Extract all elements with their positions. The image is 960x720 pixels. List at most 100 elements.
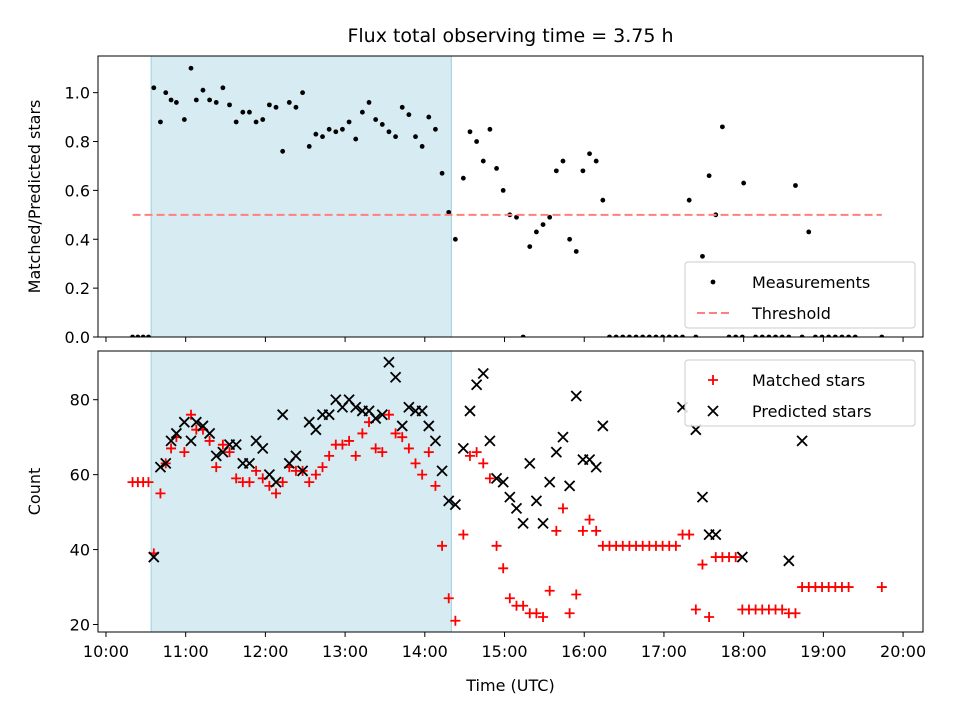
matched-star-marker xyxy=(704,612,715,623)
legend-box xyxy=(684,359,916,427)
matched-star-marker xyxy=(317,462,328,473)
y-tick-label: 0.4 xyxy=(65,230,90,249)
y-axis-label: Matched/Predicted stars xyxy=(25,100,44,294)
x-tick-label: 20:00 xyxy=(880,642,926,661)
matched-star-marker xyxy=(166,443,177,454)
x-tick-label: 19:00 xyxy=(800,642,846,661)
predicted-star-marker xyxy=(370,412,382,425)
y-axis-label: Count xyxy=(25,468,44,516)
matched-star-marker xyxy=(450,615,461,626)
predicted-star-marker xyxy=(243,457,256,470)
matched-star-marker xyxy=(370,443,381,454)
measurement-point xyxy=(779,334,785,337)
matched-star-marker xyxy=(410,458,421,469)
predicted-star-marker xyxy=(477,367,489,380)
predicted-star-marker xyxy=(165,435,177,447)
y-tick-label: 0.8 xyxy=(65,133,90,152)
legend-box xyxy=(684,261,916,329)
matched-star-marker xyxy=(357,428,368,439)
data-marks xyxy=(127,356,887,626)
measurement-point xyxy=(413,134,418,140)
predicted-star-marker xyxy=(544,476,556,488)
x-tick-label: 16:00 xyxy=(561,642,607,661)
predicted-star-marker xyxy=(796,435,808,447)
measurement-point xyxy=(227,102,232,108)
x-tick-label: 14:00 xyxy=(402,642,448,661)
measurement-point xyxy=(719,124,725,130)
legend: Matched stars Predicted stars xyxy=(684,359,916,427)
matched-star-marker xyxy=(350,450,361,461)
measurement-point xyxy=(527,244,533,249)
measurement-point xyxy=(439,170,445,176)
matched-star-marker xyxy=(491,540,502,551)
measurement-point xyxy=(207,97,212,103)
matched-star-marker xyxy=(843,582,854,593)
measurement-point xyxy=(181,117,187,122)
measurement-point xyxy=(346,119,352,125)
x-tick-label: 10:00 xyxy=(83,642,129,661)
matched-star-marker xyxy=(730,552,741,563)
matched-star-marker xyxy=(557,503,568,514)
measurement-point xyxy=(500,187,506,193)
predicted-star-marker xyxy=(154,461,167,473)
y-tick-label: 20 xyxy=(70,616,90,635)
measurement-point xyxy=(433,126,438,132)
measurement-point xyxy=(726,334,732,337)
matched-star-marker xyxy=(684,529,695,540)
x-axis-label: Time (UTC) xyxy=(465,676,554,695)
measurement-point xyxy=(426,114,432,120)
upper-subplot: 0.0 0.2 0.4 0.6 0.8 1.0 Flux total observing t… xyxy=(25,25,924,347)
matched-star-marker xyxy=(544,585,555,596)
measurement-point xyxy=(313,131,319,137)
matched-star-marker xyxy=(531,608,542,619)
predicted-star-marker xyxy=(389,371,402,383)
matched-star-marker xyxy=(437,540,448,551)
measurement-point xyxy=(534,229,539,235)
measurement-point xyxy=(799,334,805,337)
predicted-star-marker xyxy=(550,446,562,458)
matched-star-marker xyxy=(564,608,575,619)
measurement-point xyxy=(640,334,646,337)
matched-star-marker xyxy=(584,514,595,525)
predicted-star-marker xyxy=(203,427,216,440)
predicted-star-marker xyxy=(497,476,509,488)
matched-star-marker xyxy=(417,469,428,480)
measurement-point xyxy=(739,334,745,337)
matched-star-marker xyxy=(383,409,394,420)
matched-star-marker xyxy=(571,589,582,600)
measurement-point xyxy=(487,126,493,132)
measurement-point xyxy=(326,126,332,132)
measurement-point xyxy=(653,334,659,337)
legend-label: Predicted stars xyxy=(752,402,872,421)
predicted-star-marker xyxy=(376,409,388,421)
predicted-star-marker xyxy=(597,420,609,432)
matched-star-marker xyxy=(143,477,154,488)
predicted-star-marker xyxy=(517,517,529,529)
matched-star-marker xyxy=(498,563,509,574)
matched-star-marker xyxy=(430,480,441,491)
predicted-star-marker xyxy=(783,555,795,567)
x-tick-label: 13:00 xyxy=(322,642,368,661)
shaded-observing-span xyxy=(150,350,452,633)
axes-frame xyxy=(97,350,924,633)
matched-star-marker xyxy=(304,477,315,488)
predicted-star-marker xyxy=(403,401,415,413)
y-tick-label: 0.2 xyxy=(65,279,90,298)
y-tick-label: 0.0 xyxy=(65,328,90,347)
matched-star-marker xyxy=(670,540,681,551)
predicted-star-marker xyxy=(470,379,483,391)
predicted-star-marker xyxy=(383,356,395,368)
predicted-star-marker xyxy=(270,476,282,488)
predicted-star-marker xyxy=(310,424,322,436)
measurement-point xyxy=(135,334,141,337)
measurement-point xyxy=(613,334,619,337)
matched-star-marker xyxy=(551,525,562,536)
y-tick-label: 80 xyxy=(70,391,90,410)
measurement-point xyxy=(786,334,792,337)
measurement-point xyxy=(832,334,838,337)
measurement-point xyxy=(306,144,312,149)
axes-frame xyxy=(97,55,924,338)
measurement-point xyxy=(460,175,466,181)
matched-star-marker xyxy=(697,559,708,570)
matched-star-marker xyxy=(403,443,414,454)
